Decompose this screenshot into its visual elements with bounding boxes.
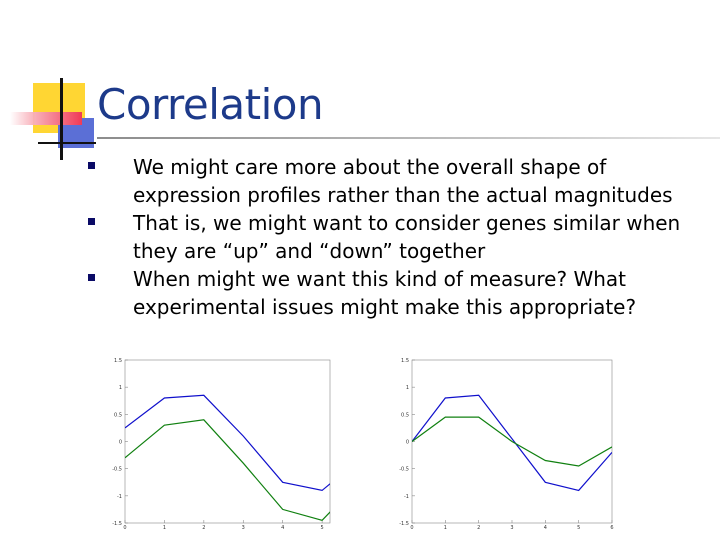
bullet-item: That is, we might want to consider genes… [88, 209, 713, 265]
plot-frame [124, 359, 331, 524]
expression-plot-right: 1.510.50-0.5-1-1.50 1 2 3 4 5 6 [399, 358, 613, 530]
y-tick-label: 1.5 [114, 358, 122, 364]
y-tick-label: -1 [404, 494, 409, 500]
bullet-square-icon [88, 218, 95, 225]
y-tick-label: 0.5 [114, 412, 122, 418]
series-line-2 [412, 416, 612, 467]
bullet-square-icon [88, 274, 95, 281]
title-underline [97, 137, 720, 139]
y-tick-label: -1.5 [112, 521, 122, 527]
series-line-1 [125, 394, 330, 492]
x-tick-label: 3 [242, 525, 245, 530]
x-tick-label: 2 [202, 525, 205, 530]
bullet-text: When might we want this kind of measure?… [133, 267, 637, 319]
bullet-square-icon [88, 162, 95, 169]
x-tick-label: 5 [321, 525, 324, 530]
x-tick-label: 1 [444, 525, 447, 530]
y-tick-label: 0 [119, 440, 122, 446]
x-tick-label: 4 [281, 525, 284, 530]
y-tick-label: 1 [119, 385, 122, 391]
y-tick-label: -0.5 [399, 467, 409, 473]
y-tick-label: 0.5 [401, 412, 409, 418]
y-tick-label: -1.5 [399, 521, 409, 527]
x-tick-label: 5 [577, 525, 580, 530]
series-line-2 [125, 419, 330, 521]
decor-horizontal-line [38, 142, 96, 144]
x-tick-label: 0 [410, 525, 413, 530]
x-tick-label: 6 [610, 525, 613, 530]
bullet-item: When might we want this kind of measure?… [88, 265, 713, 321]
x-tick-label: 3 [510, 525, 513, 530]
slide-title: Correlation [97, 80, 324, 129]
x-tick-label: 2 [477, 525, 480, 530]
y-tick-label: -0.5 [112, 467, 122, 473]
y-tick-label: -1 [117, 494, 122, 500]
expression-plot-left: 1.510.50-0.5-1-1.50 1 2 3 4 5 [112, 358, 331, 530]
decor-red-bar [10, 112, 82, 125]
x-tick-label: 1 [163, 525, 166, 530]
bullet-list: We might care more about the overall sha… [88, 153, 713, 321]
y-tick-label: 0 [406, 440, 409, 446]
bullet-text: That is, we might want to consider genes… [133, 211, 681, 263]
y-tick-label: 1 [406, 385, 409, 391]
x-tick-label: 4 [544, 525, 547, 530]
decor-vertical-line [60, 78, 63, 160]
series-line-1 [412, 394, 612, 492]
bullet-item: We might care more about the overall sha… [88, 153, 713, 209]
bullet-text: We might care more about the overall sha… [133, 155, 673, 207]
x-tick-label: 0 [123, 525, 126, 530]
y-tick-label: 1.5 [401, 358, 409, 364]
